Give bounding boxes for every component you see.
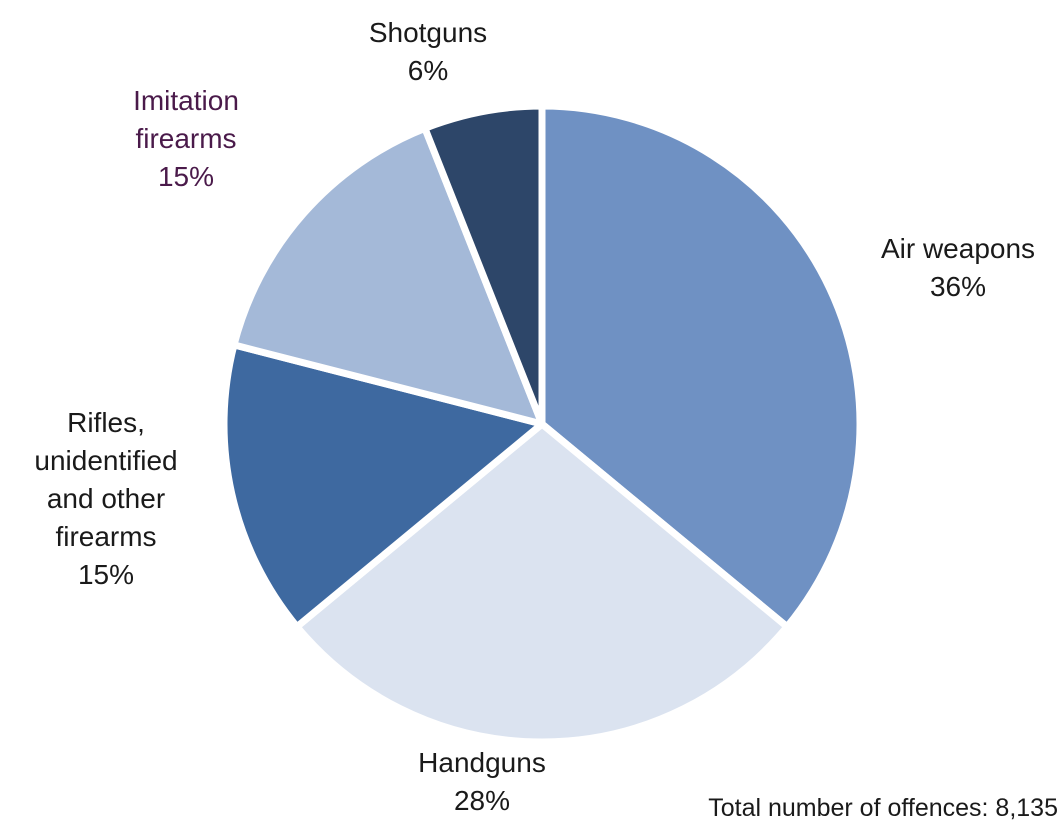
total-offences-note: Total number of offences: 8,135 (708, 794, 1058, 822)
slice-label-shotguns: Shotguns 6% (369, 17, 487, 86)
slice-value-label: 6% (408, 55, 448, 86)
slice-label-handguns: Handguns 28% (418, 747, 546, 816)
slice-name-line: firearms (55, 521, 156, 552)
pie-slice-rifles-unidentified-and-other-firearms (220, 341, 546, 631)
pie-slice-imitation-firearms (230, 124, 546, 428)
slice-name-line: Air weapons (881, 233, 1035, 264)
slice-name-line: firearms (135, 123, 236, 154)
slice-name-line: Imitation (133, 85, 239, 116)
slice-value-label: 15% (158, 161, 214, 192)
slice-name-line: Shotguns (369, 17, 487, 48)
pie-slice-shotguns (421, 102, 546, 428)
pie-slice-handguns (293, 420, 791, 746)
slice-label-imitation-firearms: Imitation firearms 15% (133, 85, 239, 192)
slice-label-rifles-unidentified-and-other-firearms: Rifles, unidentified and other firearms 15% (34, 407, 177, 590)
slice-name-line: and other (47, 483, 165, 514)
slice-name-line: Handguns (418, 747, 546, 778)
pie-slices (220, 102, 864, 746)
slice-labels: Air weapons 36% Handguns 28% Rifles, unidenti… (34, 17, 1035, 816)
slice-name-line: unidentified (34, 445, 177, 476)
slice-value-label: 15% (78, 559, 134, 590)
slice-name-line: Rifles, (67, 407, 145, 438)
pie-slice-air-weapons (538, 102, 864, 631)
slice-value-label: 28% (454, 785, 510, 816)
slice-label-air-weapons: Air weapons 36% (881, 233, 1035, 302)
slice-value-label: 36% (930, 271, 986, 302)
